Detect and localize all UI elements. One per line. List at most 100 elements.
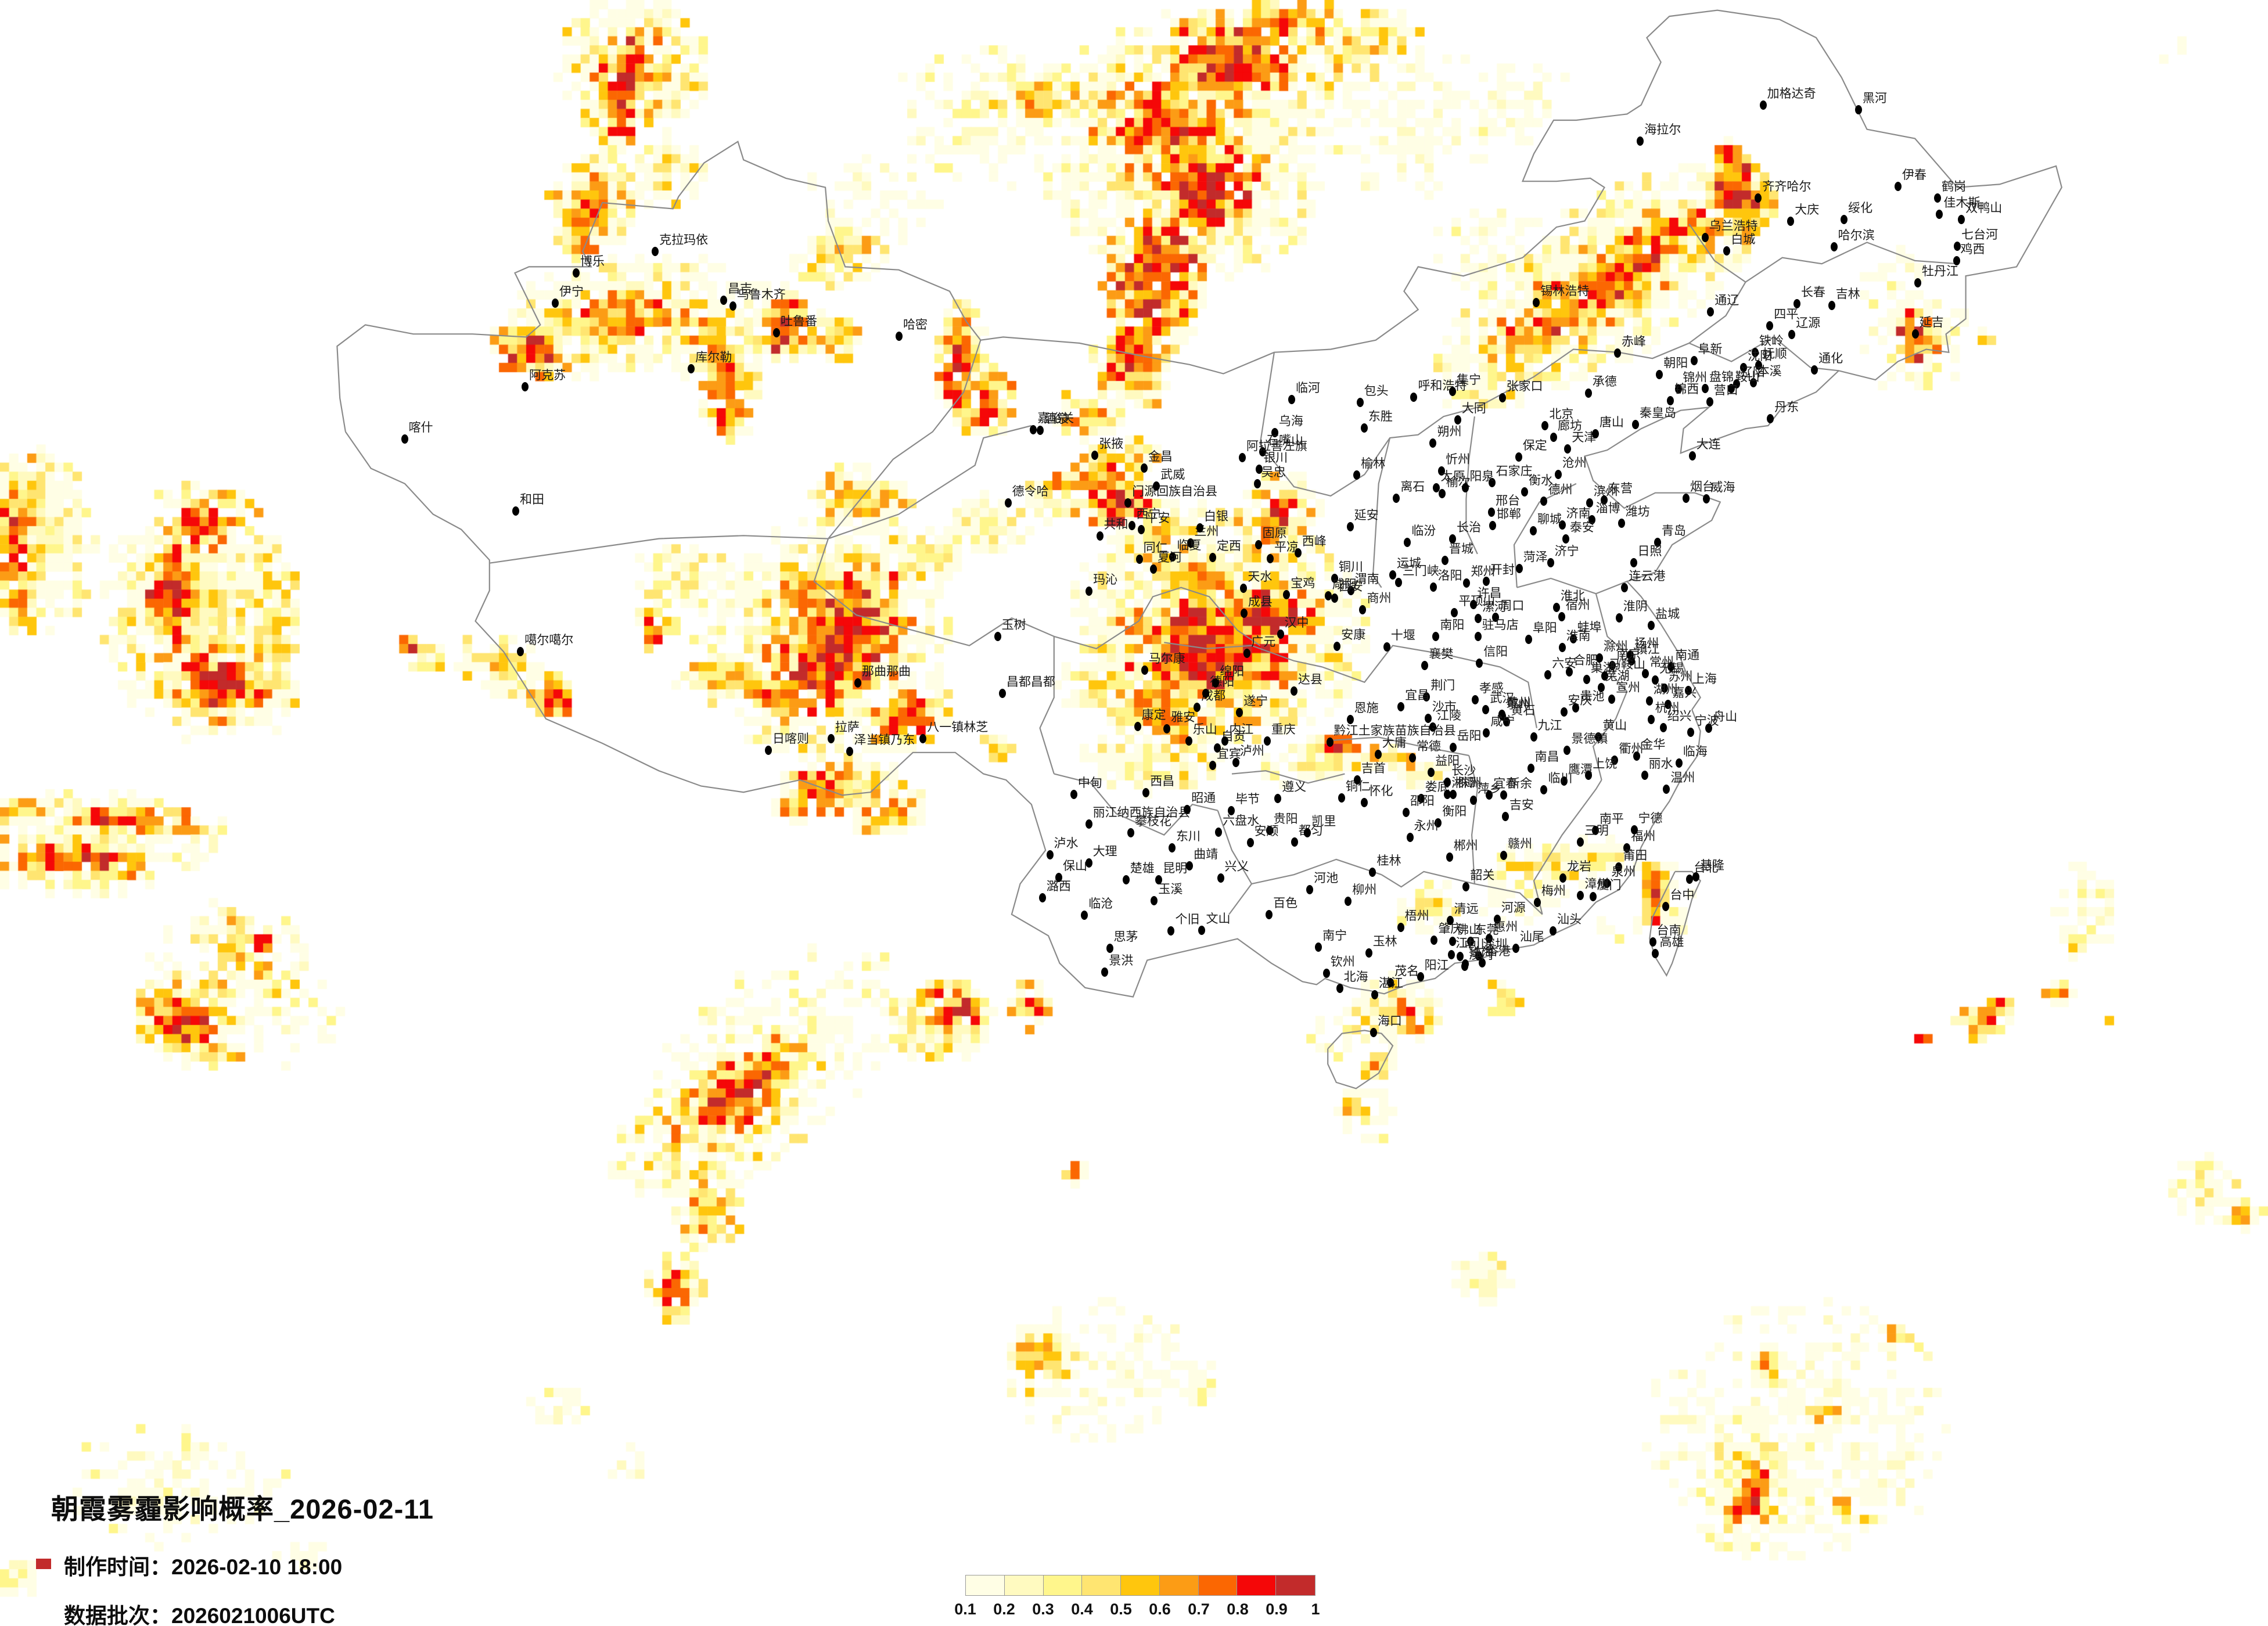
city-dot — [1360, 423, 1368, 433]
city-dot — [1457, 952, 1464, 962]
city-label: 东胜 — [1368, 410, 1393, 424]
city-label: 周口 — [1500, 599, 1525, 613]
city-label: 菏泽 — [1523, 550, 1548, 564]
city-dot — [1583, 674, 1590, 684]
city-label: 丽江纳西族自治县 — [1092, 805, 1191, 819]
province-border-5 — [1039, 636, 1055, 774]
legend-labels: 0.1 0.2 0.3 0.4 0.5 0.6 0.7 0.8 0.9 1 — [954, 1600, 1320, 1620]
city-label: 郑州 — [1471, 564, 1496, 578]
city-dot — [1046, 850, 1054, 859]
city-dot — [1135, 555, 1143, 564]
city-label: 伊宁 — [559, 285, 584, 298]
city-label: 秦皇岛 — [1639, 406, 1676, 420]
city-dot — [720, 295, 728, 305]
city-dot — [1701, 232, 1709, 242]
city-label: 三门峡 — [1402, 564, 1439, 578]
city-label: 梧州 — [1404, 909, 1429, 923]
city-label: 遵义 — [1282, 780, 1307, 794]
city-label: 成县 — [1248, 595, 1273, 609]
city-label: 汕尾 — [1519, 930, 1544, 944]
city-dot — [1345, 896, 1352, 906]
city-dot — [1560, 707, 1568, 717]
city-label: 河源 — [1501, 901, 1526, 915]
title-block: 朝霞雾霾影响概率_2026-02-11 制作时间：2026-02-10 18:0… — [36, 1487, 434, 1626]
city-dot — [1389, 570, 1396, 580]
city-label: 无锡 — [1659, 662, 1684, 676]
city-dot — [1439, 488, 1446, 498]
city-dot — [1586, 498, 1593, 508]
city-label: 泸州 — [1239, 744, 1264, 758]
city-dot — [1290, 686, 1297, 696]
city-dot — [1479, 958, 1486, 967]
city-dot — [1266, 825, 1273, 835]
city-label: 宣州 — [1616, 681, 1641, 695]
city-dot — [1469, 600, 1477, 610]
city-label: 抚顺 — [1762, 347, 1787, 361]
city-label: 沧州 — [1562, 456, 1587, 470]
province-border-13 — [1322, 645, 1537, 728]
city-label: 晋城 — [1448, 542, 1473, 556]
city-label: 咸宁 — [1490, 715, 1515, 729]
legend-cell — [1276, 1575, 1315, 1595]
city-label: 湛江 — [1378, 976, 1403, 990]
city-dot — [1540, 496, 1548, 506]
city-dot — [1667, 661, 1675, 671]
city-label: 临汾 — [1411, 524, 1436, 538]
city-dot — [1475, 951, 1483, 961]
city-label: 合肥 — [1573, 654, 1598, 668]
city-label: 通辽 — [1715, 294, 1739, 308]
city-dot — [1404, 537, 1411, 547]
city-dot — [1474, 614, 1482, 624]
city-label: 定西 — [1216, 539, 1241, 553]
city-dot — [1665, 700, 1672, 710]
city-label: 丹东 — [1774, 401, 1799, 415]
city-label: 日喀则 — [772, 732, 809, 746]
city-label: 安庆 — [1568, 694, 1593, 708]
city-label: 石嘴山 — [1266, 434, 1303, 448]
city-label: 蚌埠 — [1577, 621, 1602, 635]
city-label: 宜宾 — [1216, 747, 1241, 761]
city-dot — [1503, 717, 1511, 727]
city-label: 营口 — [1713, 384, 1738, 398]
city-label: 包头 — [1364, 384, 1389, 398]
city-label: 芜湖 — [1605, 669, 1630, 683]
city-dot — [1686, 875, 1694, 884]
city-dot — [1409, 753, 1417, 762]
city-label: 韶关 — [1470, 868, 1495, 882]
city-dot — [1266, 909, 1273, 919]
province-border-3 — [813, 538, 1055, 646]
city-label: 福州 — [1631, 829, 1656, 843]
city-label: 渭南 — [1354, 573, 1379, 586]
city-label: 湖州 — [1653, 682, 1678, 696]
city-dot — [1423, 692, 1430, 702]
city-dot — [1854, 105, 1862, 114]
city-dot — [1623, 843, 1631, 852]
city-label: 东营 — [1608, 482, 1633, 496]
city-dot — [1727, 384, 1735, 394]
province-border-11 — [1592, 691, 1628, 780]
province-border-14 — [1333, 736, 1469, 757]
city-dot — [1393, 494, 1400, 503]
city-dot — [1383, 642, 1390, 652]
city-dot — [1240, 609, 1248, 618]
city-dot — [1334, 641, 1341, 651]
city-label: 江陵 — [1437, 708, 1461, 722]
city-label: 烟台 — [1690, 480, 1715, 494]
city-label: 中山 — [1464, 938, 1489, 952]
province-border-15 — [1231, 770, 1345, 784]
city-label: 苏州 — [1668, 670, 1693, 684]
city-label: 乌兰浩特 — [1709, 219, 1758, 233]
city-dot — [1356, 397, 1364, 407]
city-label: 六安 — [1552, 656, 1577, 670]
city-label: 丽水 — [1648, 757, 1673, 771]
province-border-2 — [828, 340, 982, 539]
city-label: 保山 — [1063, 859, 1088, 873]
city-dot — [1256, 465, 1263, 474]
city-label: 三明 — [1584, 824, 1609, 838]
city-dot — [1030, 425, 1037, 434]
city-dot — [1417, 793, 1425, 803]
city-dot — [846, 746, 854, 756]
city-label: 大同 — [1461, 402, 1486, 416]
